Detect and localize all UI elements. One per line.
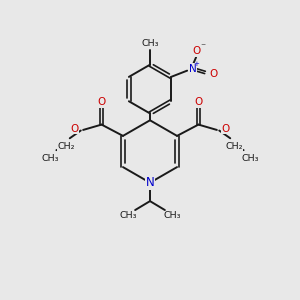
Text: N: N: [189, 64, 196, 74]
Text: CH₃: CH₃: [163, 212, 181, 220]
Text: +: +: [193, 61, 199, 68]
Text: CH₃: CH₃: [119, 212, 137, 220]
Text: ⁻: ⁻: [200, 42, 205, 52]
Text: O: O: [70, 124, 78, 134]
Text: CH₃: CH₃: [242, 154, 259, 163]
Text: CH₂: CH₂: [58, 142, 75, 151]
Text: O: O: [194, 97, 202, 107]
Text: CH₂: CH₂: [225, 142, 242, 151]
Text: CH₃: CH₃: [141, 39, 159, 48]
Text: CH₃: CH₃: [41, 154, 58, 163]
Text: O: O: [98, 97, 106, 107]
Text: O: O: [222, 124, 230, 134]
Text: O: O: [192, 46, 200, 56]
Text: O: O: [209, 69, 218, 79]
Text: N: N: [146, 176, 154, 189]
